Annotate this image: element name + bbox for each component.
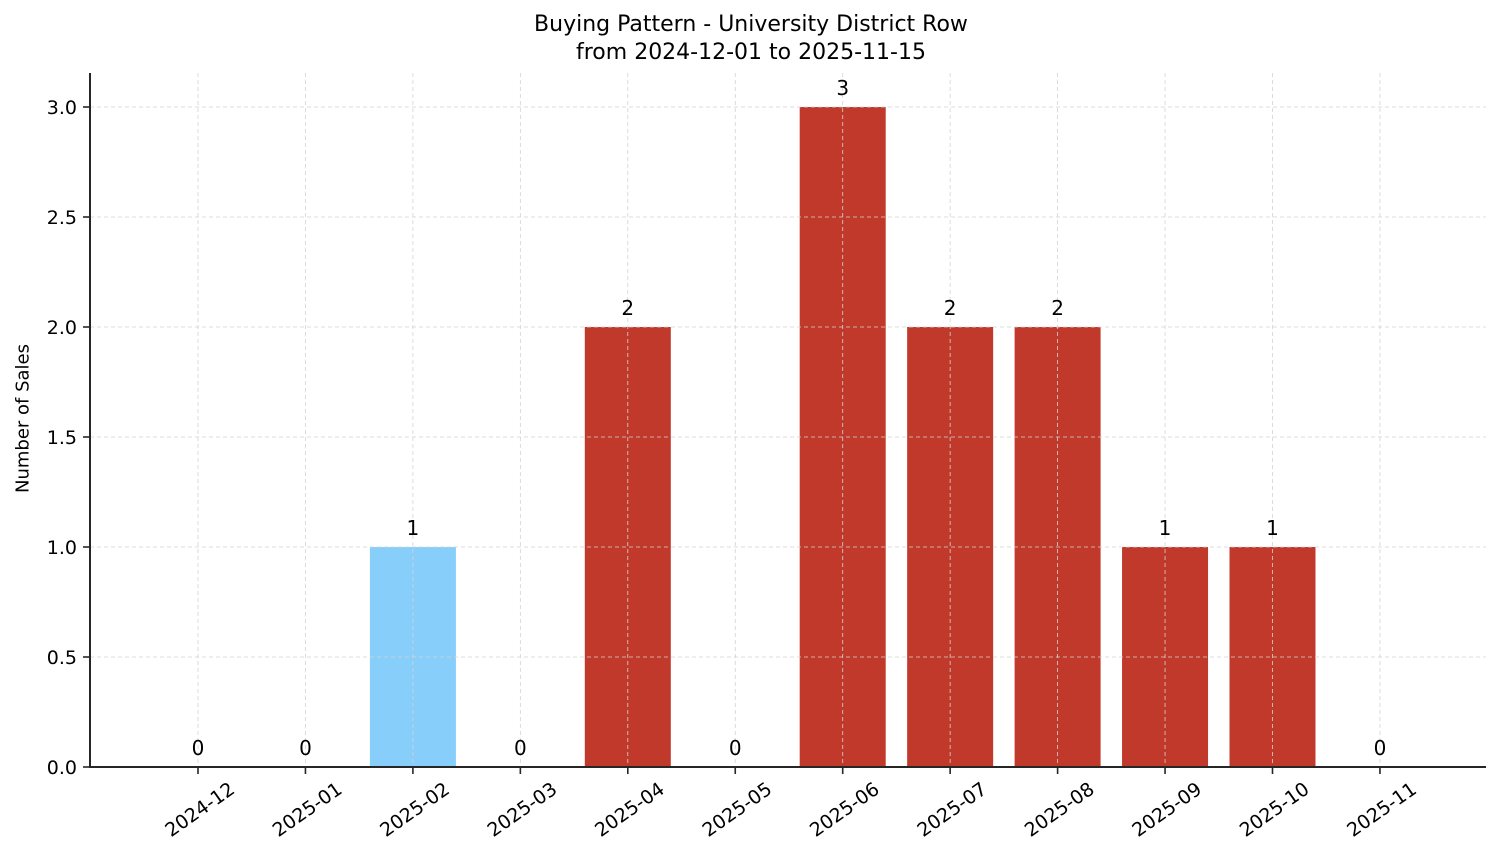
x-tick-label: 2025-03	[484, 778, 562, 842]
chart-title-line1: Buying Pattern - University District Row	[534, 12, 968, 37]
y-tick-label: 0.0	[47, 757, 77, 779]
y-tick-label: 1.0	[47, 537, 77, 559]
x-tick-label: 2025-09	[1128, 778, 1206, 842]
x-tick-label: 2025-10	[1236, 778, 1314, 842]
bar-2025-04	[584, 327, 671, 767]
data-label: 2	[621, 296, 634, 320]
data-label: 1	[1159, 516, 1172, 540]
data-label: 3	[836, 76, 849, 100]
data-label: 1	[407, 516, 420, 540]
data-label: 0	[299, 736, 312, 760]
x-tick-label: 2025-02	[376, 778, 454, 842]
x-tick-label: 2025-04	[591, 778, 669, 842]
data-label: 0	[729, 736, 742, 760]
bar-2025-07	[907, 327, 994, 767]
x-tick-label: 2025-01	[269, 778, 347, 842]
data-labels: 0 0 1 0 2 0 3 2 2 1 1 0	[192, 76, 1387, 760]
y-tick-label: 2.5	[47, 207, 77, 229]
x-tick-label: 2025-06	[806, 778, 884, 842]
y-tick-label: 3.0	[47, 97, 77, 119]
data-label: 1	[1266, 516, 1279, 540]
x-tick-label: 2025-08	[1021, 778, 1099, 842]
data-label: 0	[514, 736, 527, 760]
y-tick-label: 0.5	[47, 647, 77, 669]
data-label: 0	[192, 736, 205, 760]
x-tick-label: 2025-05	[698, 778, 776, 842]
x-tick-label: 2025-07	[913, 778, 991, 842]
y-tick-label: 1.5	[47, 427, 77, 449]
data-label: 0	[1374, 736, 1387, 760]
x-tick-label: 2025-11	[1343, 778, 1421, 842]
chart-subtitle: from 2024-12-01 to 2025-11-15	[576, 40, 926, 65]
y-tick-label: 2.0	[47, 317, 77, 339]
x-tick-label: 2024-12	[161, 778, 239, 842]
data-label: 2	[944, 296, 957, 320]
chart-title: Buying Pattern - University District Row…	[0, 11, 1501, 67]
data-label: 2	[1051, 296, 1064, 320]
